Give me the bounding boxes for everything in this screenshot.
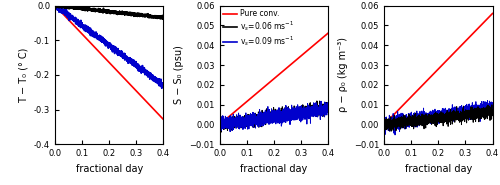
- Y-axis label: S − S₀ (psu): S − S₀ (psu): [174, 46, 184, 104]
- X-axis label: fractional day: fractional day: [76, 164, 143, 174]
- X-axis label: fractional day: fractional day: [404, 164, 472, 174]
- Y-axis label: T − T₀ (° C): T − T₀ (° C): [18, 47, 28, 103]
- Y-axis label: ρ − ρ₀ (kg m⁻³): ρ − ρ₀ (kg m⁻³): [338, 37, 348, 112]
- X-axis label: fractional day: fractional day: [240, 164, 308, 174]
- Legend: Pure conv., v$_s$=0.06 ms$^{-1}$, v$_s$=0.09 ms$^{-1}$: Pure conv., v$_s$=0.06 ms$^{-1}$, v$_s$=…: [222, 8, 296, 50]
